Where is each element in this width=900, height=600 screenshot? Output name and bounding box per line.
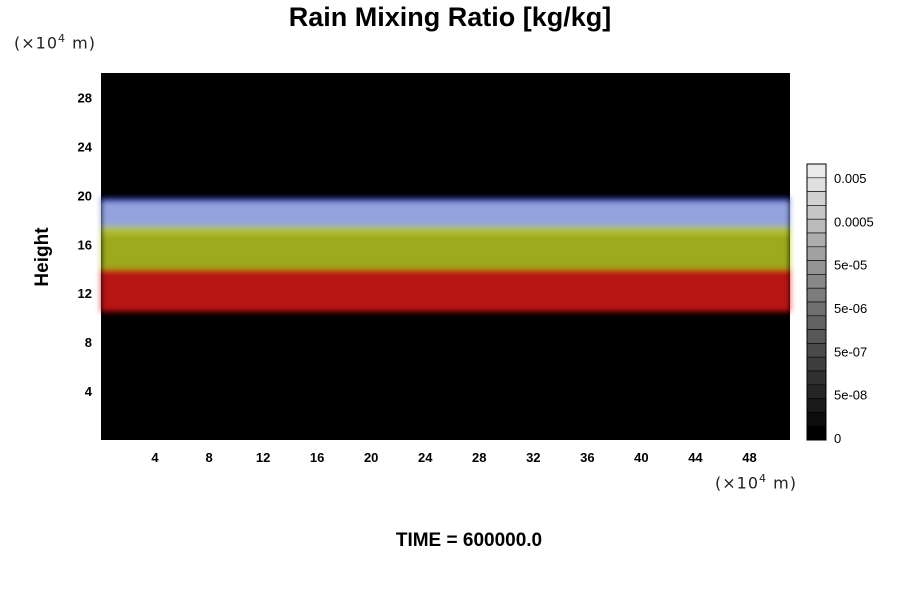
x-tick-label: 48 bbox=[742, 450, 756, 465]
colorbar-label: 0.005 bbox=[834, 171, 867, 186]
y-tick-label: 8 bbox=[85, 335, 92, 350]
colorbar-step bbox=[806, 398, 827, 413]
colorbar-step bbox=[806, 315, 827, 330]
colorbar-step bbox=[806, 177, 827, 192]
colorbar-step bbox=[806, 343, 827, 358]
cloud-layer-3 bbox=[101, 268, 790, 312]
colorbar-step bbox=[806, 260, 827, 275]
colorbar-step bbox=[806, 232, 827, 248]
x-tick-label: 36 bbox=[580, 450, 594, 465]
x-tick-label: 4 bbox=[151, 450, 159, 465]
colorbar-label: 5e-06 bbox=[834, 301, 867, 316]
colorbar-step bbox=[806, 425, 827, 441]
x-tick-label: 40 bbox=[634, 450, 648, 465]
x-tick-label: 24 bbox=[418, 450, 433, 465]
colorbar-step bbox=[806, 356, 827, 372]
colorbar-step bbox=[806, 163, 827, 179]
colorbar-step bbox=[806, 246, 827, 261]
chart-title: Rain Mixing Ratio [kg/kg] bbox=[288, 2, 612, 32]
colorbar-label: 0.0005 bbox=[834, 214, 874, 229]
cloud-layer-2 bbox=[101, 225, 790, 272]
colorbar-step bbox=[806, 274, 827, 289]
x-tick-label: 20 bbox=[364, 450, 378, 465]
colorbar-label: 5e-05 bbox=[834, 258, 867, 273]
colorbar-label: 5e-07 bbox=[834, 344, 867, 359]
y-tick-label: 4 bbox=[85, 384, 93, 399]
colorbar-step bbox=[806, 370, 827, 386]
colorbar-step bbox=[806, 412, 827, 427]
y-tick-label: 28 bbox=[78, 90, 92, 105]
y-tick-label: 24 bbox=[78, 139, 93, 154]
colorbar-step bbox=[806, 287, 827, 303]
colorbar-label: 5e-08 bbox=[834, 388, 867, 403]
x-axis-unit: (×104 m) bbox=[715, 472, 797, 493]
x-tick-label: 8 bbox=[205, 450, 212, 465]
colorbar-step bbox=[806, 191, 827, 206]
y-tick-label: 16 bbox=[78, 237, 92, 252]
time-label: TIME = 600000.0 bbox=[395, 530, 543, 551]
x-tick-label: 28 bbox=[472, 450, 486, 465]
colorbar-label: 0 bbox=[834, 431, 841, 446]
colorbar-step bbox=[806, 329, 827, 344]
x-tick-label: 12 bbox=[256, 450, 270, 465]
x-tick-label: 16 bbox=[310, 450, 324, 465]
colorbar-step bbox=[806, 218, 827, 234]
y-axis-unit: (×104 m) bbox=[14, 32, 96, 53]
colorbar-frame bbox=[806, 163, 827, 441]
x-tick-label: 44 bbox=[688, 450, 703, 465]
colorbar-step bbox=[806, 205, 827, 220]
x-tick-label: 32 bbox=[526, 450, 540, 465]
colorbar-step bbox=[806, 384, 827, 399]
y-tick-label: 12 bbox=[78, 286, 92, 301]
y-tick-label: 20 bbox=[78, 188, 92, 203]
colorbar-step bbox=[806, 301, 827, 317]
